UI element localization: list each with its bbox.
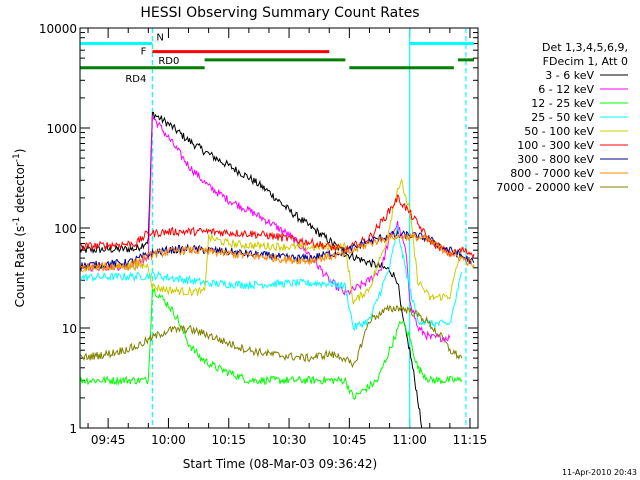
plot-area	[80, 28, 475, 428]
state-bar-label: RD4	[125, 74, 146, 85]
x-tick-label: 10:15	[211, 433, 246, 447]
legend: Det 1,3,4,5,6,9, FDecim 1, Att 0 3 - 6 k…	[496, 41, 628, 194]
x-axis-label: Start Time (08-Mar-03 09:36:42)	[183, 457, 377, 471]
legend-header-line-1: Det 1,3,4,5,6,9,	[542, 41, 628, 54]
tick-labels: 1 10 100 1000 10000 09:45 10:00 10:15 10:30 10:45…	[39, 22, 487, 447]
y-tick-label: 100	[54, 222, 77, 236]
legend-item-label: 800 - 7000 keV	[510, 167, 594, 180]
legend-item-label: 6 - 12 keV	[538, 83, 594, 96]
series-line-7	[80, 232, 475, 272]
series-line-3	[80, 225, 463, 332]
legend-item-label: 25 - 50 keV	[531, 111, 594, 124]
x-tick-label: 10:45	[332, 433, 367, 447]
y-tick-label: 10	[62, 322, 77, 336]
series-line-6	[80, 229, 475, 272]
y-tick-label: 10000	[39, 22, 77, 36]
series-line-5	[80, 194, 475, 259]
footer-timestamp: 11-Apr-2010 20:43	[562, 468, 637, 477]
x-tick-label: 09:45	[91, 433, 126, 447]
x-tick-label: 11:00	[392, 433, 427, 447]
x-tick-label: 10:00	[151, 433, 186, 447]
state-bar-label: N	[156, 32, 163, 43]
y-tick-label: 1	[69, 422, 77, 436]
legend-item-label: 50 - 100 keV	[524, 125, 594, 138]
state-bar-label: RD0	[158, 56, 179, 67]
y-axis-label: Count Rate (s-1 detector-1)	[12, 149, 27, 308]
series-line-0	[80, 111, 423, 428]
legend-header-line-2: FDecim 1, Att 0	[543, 55, 628, 68]
chart-title: HESSI Observing Summary Count Rates	[140, 5, 419, 21]
legend-item-label: 100 - 300 keV	[517, 139, 594, 152]
legend-item-label: 12 - 25 keV	[531, 97, 594, 110]
series-line-4	[80, 178, 463, 305]
legend-item-label: 300 - 800 keV	[517, 153, 594, 166]
legend-item-label: 7000 - 20000 keV	[496, 181, 594, 194]
series-line-8	[80, 304, 463, 369]
x-tick-label: 11:15	[453, 433, 488, 447]
state-bar-label: F	[141, 47, 147, 58]
x-tick-label: 10:30	[272, 433, 307, 447]
y-tick-label: 1000	[46, 122, 77, 136]
plot-frame	[79, 27, 479, 429]
series-line-2	[80, 288, 463, 400]
legend-item-label: 3 - 6 keV	[545, 69, 594, 82]
